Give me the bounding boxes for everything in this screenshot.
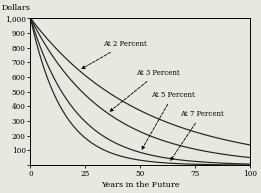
Text: At 5 Percent: At 5 Percent	[142, 91, 195, 149]
Text: At 7 Percent: At 7 Percent	[171, 110, 223, 160]
Text: At 2 Percent: At 2 Percent	[82, 40, 147, 69]
Text: Dollars: Dollars	[2, 4, 31, 12]
Text: At 3 Percent: At 3 Percent	[110, 69, 179, 111]
X-axis label: Years in the Future: Years in the Future	[101, 181, 180, 189]
